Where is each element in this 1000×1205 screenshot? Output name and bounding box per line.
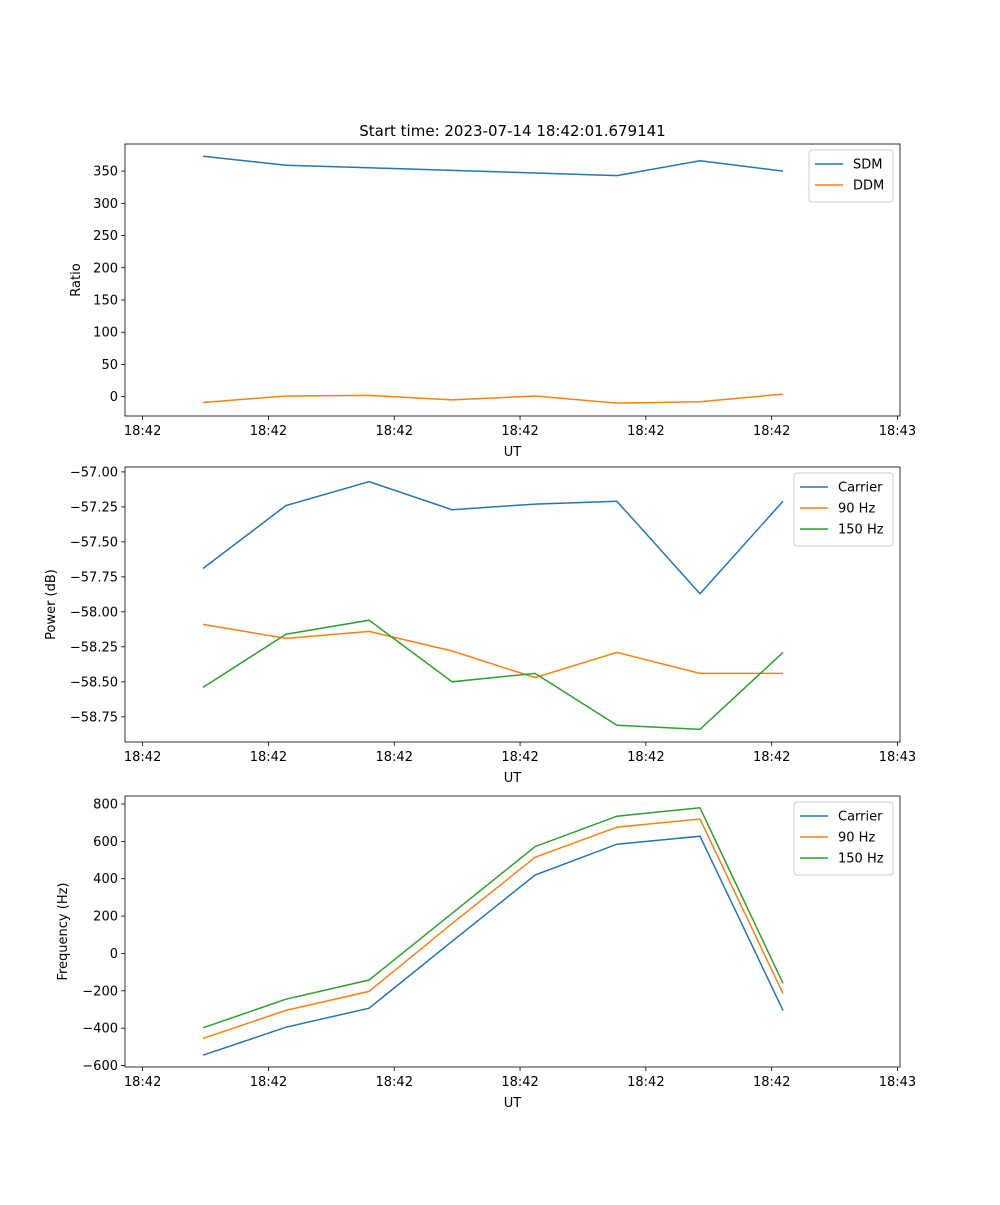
x-tick-label: 18:42 [124, 424, 161, 439]
y-tick-label: −58.50 [70, 675, 118, 690]
legend-box [793, 472, 894, 547]
x-tick-label: 18:42 [376, 424, 413, 439]
axes-frame-3 [124, 795, 901, 1068]
y-tick-label: −58.25 [70, 640, 118, 655]
y-tick-label: 200 [93, 910, 118, 925]
series-line-carrier [202, 835, 784, 1056]
x-tick-label: 18:42 [501, 750, 538, 765]
series-line-90-hz [202, 623, 783, 679]
y-tick-label: −400 [82, 1022, 118, 1037]
x-axis-label: UT [504, 1096, 522, 1111]
y-tick-label: 400 [93, 872, 118, 887]
x-tick-label: 18:42 [753, 1075, 790, 1090]
y-tick-label: −57.25 [70, 500, 118, 515]
legend-label: DDM [853, 179, 884, 194]
legend-label: 150 Hz [838, 523, 884, 538]
x-tick-label: 18:42 [501, 1075, 538, 1090]
y-tick-label: 800 [93, 798, 118, 813]
x-tick-label: 18:42 [753, 750, 790, 765]
y-axis-label: Power (dB) [44, 569, 59, 640]
x-tick-label: 18:43 [879, 1075, 916, 1090]
x-tick-label: 18:42 [250, 1075, 287, 1090]
x-tick-label: 18:43 [879, 750, 916, 765]
axes-frame-1 [124, 143, 901, 417]
y-tick-label: 0 [110, 947, 118, 962]
x-tick-label: 18:42 [627, 750, 664, 765]
series-line-ddm [202, 393, 784, 404]
series-line-sdm [202, 155, 784, 177]
legend-label: Carrier [838, 810, 883, 825]
legend-box [808, 149, 894, 203]
legend-label: Carrier [838, 481, 883, 496]
x-tick-label: 18:42 [627, 1075, 664, 1090]
y-tick-label: −600 [82, 1059, 118, 1074]
x-tick-label: 18:42 [250, 424, 287, 439]
y-tick-label: −200 [82, 984, 118, 999]
x-tick-label: 18:42 [376, 1075, 413, 1090]
y-tick-label: 600 [93, 835, 118, 850]
series-line-150-hz [202, 807, 784, 1029]
y-tick-label: 0 [110, 390, 118, 405]
series-line-150-hz [202, 619, 784, 731]
x-tick-label: 18:42 [501, 424, 538, 439]
x-tick-label: 18:42 [627, 424, 664, 439]
y-tick-label: 50 [101, 358, 118, 373]
series-line-carrier [202, 480, 784, 595]
legend-label: 90 Hz [838, 502, 875, 517]
legend-label: 90 Hz [838, 831, 875, 846]
legend-label: SDM [853, 158, 882, 173]
y-tick-label: 250 [93, 229, 118, 244]
x-tick-label: 18:42 [376, 750, 413, 765]
x-tick-label: 18:42 [753, 424, 790, 439]
y-tick-label: 300 [93, 197, 118, 212]
y-tick-label: −57.00 [70, 465, 118, 480]
y-tick-label: −57.75 [70, 570, 118, 585]
y-axis-label: Ratio [69, 263, 84, 296]
x-axis-label: UT [504, 771, 522, 786]
x-tick-label: 18:42 [124, 750, 161, 765]
axes-frame-2 [124, 466, 901, 743]
y-tick-label: 200 [93, 261, 118, 276]
y-tick-label: 100 [93, 326, 118, 341]
y-tick-label: −57.50 [70, 535, 118, 550]
y-tick-label: −58.75 [70, 710, 118, 725]
series-line-90-hz [202, 818, 784, 1040]
y-tick-label: 150 [93, 293, 118, 308]
chart-title: Start time: 2023-07-14 18:42:01.679141 [359, 122, 665, 140]
y-tick-label: 350 [93, 165, 118, 180]
x-tick-label: 18:42 [250, 750, 287, 765]
x-tick-label: 18:43 [879, 424, 916, 439]
y-axis-label: Frequency (Hz) [56, 882, 71, 980]
x-tick-label: 18:42 [124, 1075, 161, 1090]
y-tick-label: −58.00 [70, 605, 118, 620]
legend-label: 150 Hz [838, 852, 884, 867]
legend-box [793, 801, 894, 876]
x-axis-label: UT [504, 445, 522, 460]
